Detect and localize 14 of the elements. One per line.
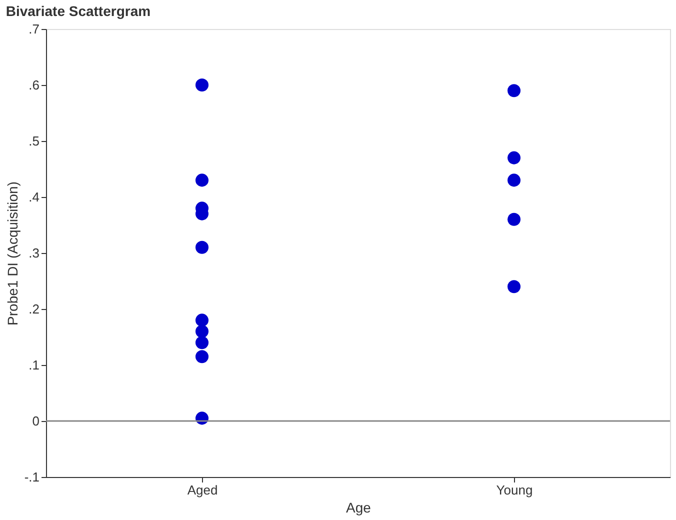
y-tick-label: .2 xyxy=(28,302,40,316)
x-axis-title: Age xyxy=(346,500,372,516)
y-tick-label: 0 xyxy=(32,414,40,428)
y-tick-label: .1 xyxy=(28,358,40,372)
y-axis-title: Probe1 DI (Acquisition) xyxy=(4,182,20,326)
x-tick-label: Aged xyxy=(187,482,218,498)
y-tick-label: .3 xyxy=(28,246,40,260)
x-tick-label: Young xyxy=(496,482,533,498)
y-tick-label: .4 xyxy=(28,190,40,204)
y-tick-label: .5 xyxy=(28,134,40,148)
chart-title: Bivariate Scattergram xyxy=(6,3,151,19)
y-tick-label: .7 xyxy=(28,22,40,36)
y-tick-label: .6 xyxy=(28,78,40,92)
y-tick-label: -.1 xyxy=(24,470,40,484)
